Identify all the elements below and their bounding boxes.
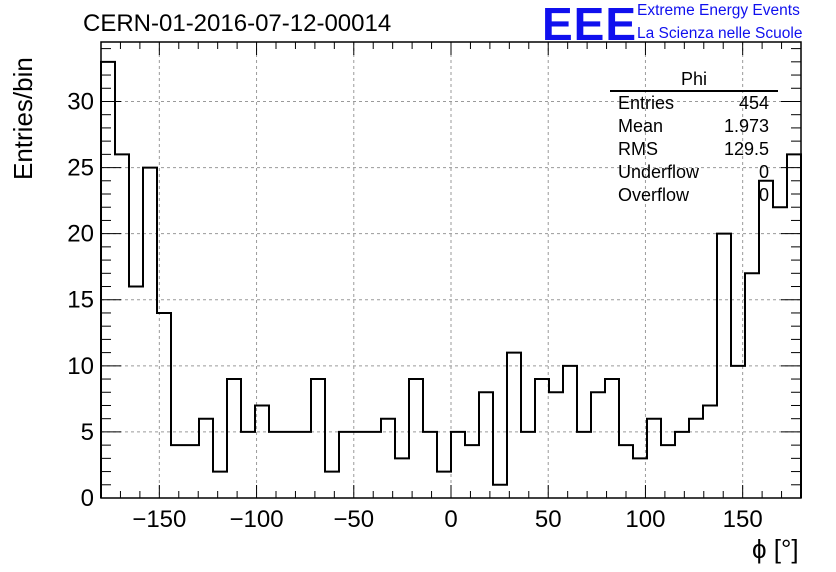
x-axis-label: ϕ [°]	[752, 534, 799, 564]
histogram-bin	[395, 458, 409, 498]
x-tick-label: −100	[230, 506, 284, 533]
stats-row: Entries 454	[610, 92, 778, 115]
histogram-bin	[213, 472, 227, 498]
histogram-bin	[437, 472, 451, 498]
y-tick-label: 20	[67, 221, 94, 248]
histogram-bin	[185, 445, 199, 498]
histogram-bin	[759, 181, 773, 498]
y-axis-label: Entries/bin	[8, 57, 38, 180]
histogram-bin	[717, 234, 731, 498]
histogram-bin	[773, 207, 787, 498]
y-tick-label: 10	[67, 353, 94, 380]
histogram-bin	[353, 432, 367, 498]
stats-row: Underflow 0	[610, 161, 778, 184]
histogram-bin	[367, 432, 381, 498]
histogram-bin	[535, 379, 549, 498]
eee-logo: EEE	[542, 0, 638, 50]
histogram-series	[100, 60, 802, 498]
y-tick-label: 0	[81, 485, 94, 512]
stats-value: 1.973	[723, 116, 769, 136]
histogram-bin	[689, 419, 703, 498]
histogram-bin	[731, 366, 745, 498]
histogram-bin	[199, 419, 213, 498]
x-tick-label: 50	[535, 506, 562, 533]
histogram-bin	[647, 419, 661, 498]
chart-title: CERN-01-2016-07-12-00014	[83, 10, 392, 37]
histogram-bin	[465, 445, 479, 498]
stats-value: 129.5	[723, 139, 769, 159]
histogram-bin	[703, 405, 717, 498]
logo-line-2: La Scienza nelle Scuole	[637, 25, 803, 42]
x-tick-label: 150	[723, 506, 763, 533]
histogram-bin	[381, 419, 395, 498]
x-tick-label: −150	[132, 506, 186, 533]
histogram-bin	[409, 379, 423, 498]
tick-labels: −150 −100 −50 0 50 100 150 0 5 10 15 20 25 30	[67, 88, 762, 533]
y-tick-label: 25	[67, 155, 94, 182]
x-tick-label: 100	[625, 506, 665, 533]
histogram-bin	[115, 154, 129, 498]
histogram-bin	[619, 445, 633, 498]
histogram-bin	[269, 432, 283, 498]
histogram-bin	[605, 379, 619, 498]
histogram-bin	[143, 168, 157, 498]
histogram-bin	[675, 432, 689, 498]
histogram-bin	[241, 432, 255, 498]
stats-value: 0	[758, 162, 769, 182]
y-tick-label: 15	[67, 287, 94, 314]
stats-title: Phi	[610, 68, 778, 92]
histogram-bin	[101, 62, 115, 498]
histogram-outline	[100, 60, 802, 498]
stats-label: Underflow	[618, 162, 700, 182]
axes	[100, 41, 802, 499]
stats-box: Phi Entries 454 Mean 1.973 RMS 129.5 Und…	[610, 68, 778, 207]
y-tick-label: 30	[67, 88, 94, 115]
stats-value: 454	[738, 93, 769, 113]
histogram-bin	[129, 287, 143, 498]
histogram-bin	[423, 432, 437, 498]
histogram-bin	[339, 432, 353, 498]
stats-row: RMS 129.5	[610, 138, 778, 161]
histogram-bin	[157, 313, 171, 498]
histogram-bin	[549, 392, 563, 498]
histogram-bin	[577, 432, 591, 498]
histogram-bin	[507, 353, 521, 498]
histogram-bin	[493, 485, 507, 498]
stats-label: Mean	[618, 116, 664, 136]
stats-label: Entries	[618, 93, 675, 113]
histogram-bin	[297, 432, 311, 498]
histogram-bin	[521, 432, 535, 498]
x-tick-label: −50	[333, 506, 374, 533]
histogram-bin	[633, 458, 647, 498]
histogram-bin	[591, 392, 605, 498]
histogram-bin	[451, 432, 465, 498]
histogram-bin	[171, 445, 185, 498]
histogram-bin	[283, 432, 297, 498]
stats-row: Overflow 0	[610, 184, 778, 207]
histogram-bin	[325, 472, 339, 498]
stats-value: 0	[758, 185, 769, 205]
histogram-bin	[311, 379, 325, 498]
histogram-bin	[563, 366, 577, 498]
y-tick-label: 5	[81, 419, 94, 446]
histogram-bin	[745, 273, 759, 498]
x-tick-label: 0	[444, 506, 457, 533]
histogram-bin	[661, 445, 675, 498]
histogram-bin	[227, 379, 241, 498]
histogram-bin	[255, 405, 269, 498]
stats-label: RMS	[618, 139, 658, 159]
logo-line-1: Extreme Energy Events	[637, 2, 800, 19]
stats-row: Mean 1.973	[610, 115, 778, 138]
histogram-bin	[479, 392, 493, 498]
stats-label: Overflow	[618, 185, 690, 205]
